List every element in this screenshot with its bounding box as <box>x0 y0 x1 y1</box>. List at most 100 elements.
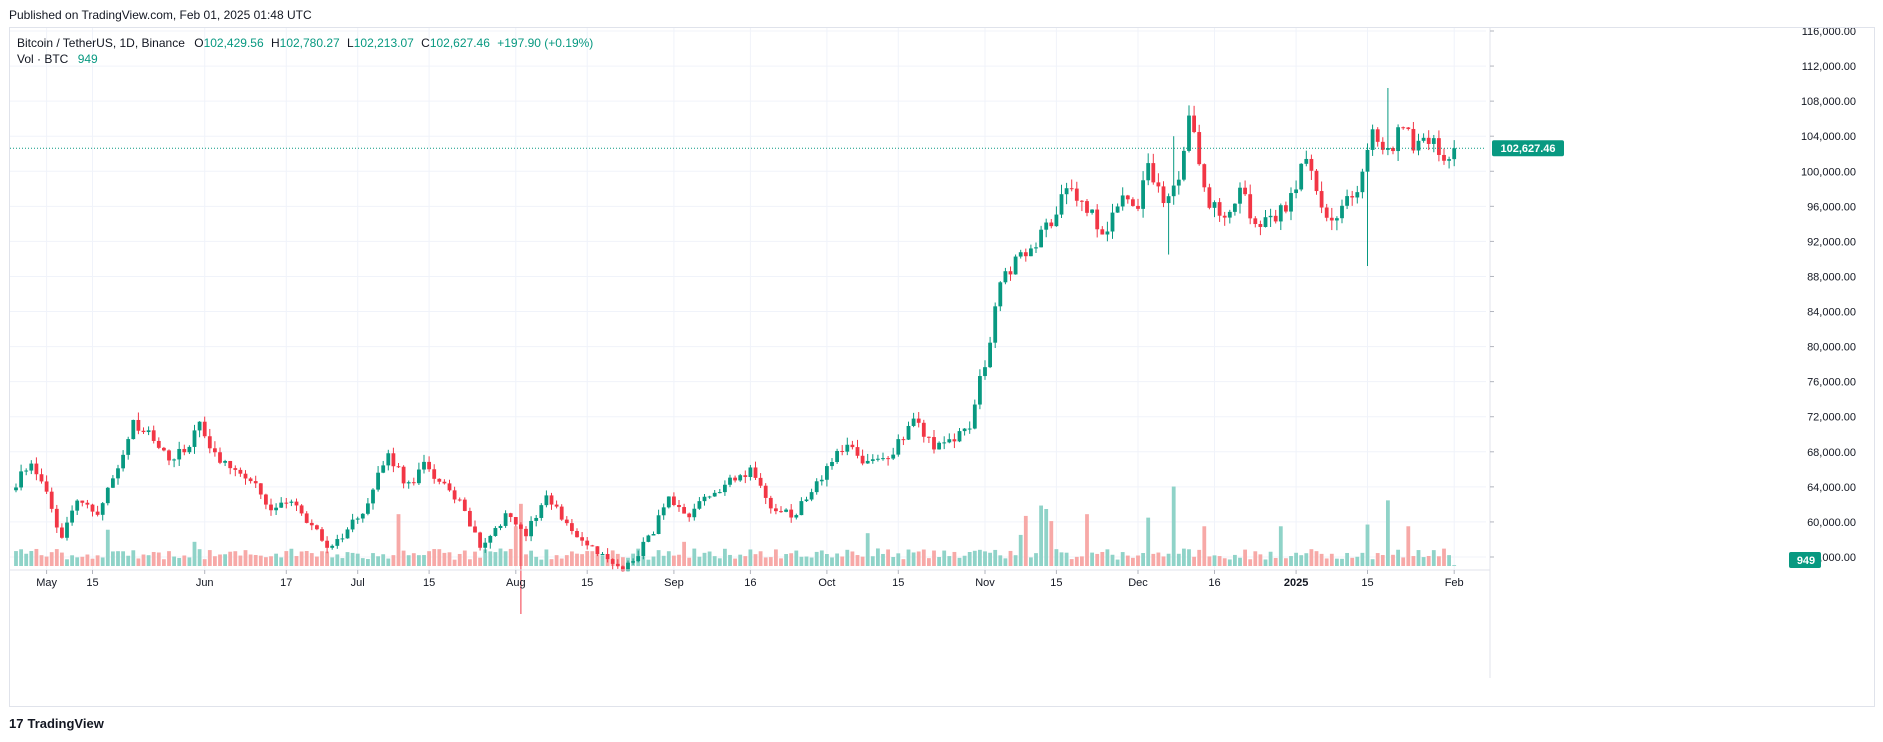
volume-bar <box>309 553 314 566</box>
candle <box>95 505 100 517</box>
candle-body <box>916 418 921 423</box>
tradingview-logo-icon: 17 <box>9 716 24 731</box>
volume-bar <box>646 559 651 566</box>
volume-bar <box>855 555 860 566</box>
candle-body <box>1340 205 1344 219</box>
candle-body <box>223 460 227 463</box>
candle-body <box>697 501 702 509</box>
candle-body <box>1125 195 1130 200</box>
candle-body <box>1329 217 1334 221</box>
candle <box>656 509 661 535</box>
volume-bar <box>162 559 166 566</box>
candle-body <box>1161 186 1166 204</box>
candle <box>386 449 391 471</box>
candle-body <box>508 513 513 518</box>
price-tick-label: 104,000.00 <box>1801 131 1856 143</box>
volume-bar <box>886 549 890 566</box>
candle-body <box>927 436 931 438</box>
volume-bar <box>371 553 375 566</box>
volume-bar <box>687 557 692 566</box>
volume-bar <box>876 548 880 566</box>
candle-body <box>513 517 518 525</box>
candle <box>1289 187 1293 221</box>
candle <box>121 450 125 472</box>
candle <box>100 502 105 521</box>
candle <box>1197 124 1202 166</box>
candle-body <box>1437 138 1441 155</box>
volume-bar <box>80 556 85 566</box>
candle-body <box>1064 188 1069 195</box>
candle-body <box>1304 158 1309 164</box>
candle <box>427 456 431 472</box>
candle <box>748 464 753 481</box>
chart-frame[interactable]: 56,000.00 60,000.00 64,000.00 68,000.00 72,0… <box>9 27 1875 707</box>
candle-body <box>712 492 717 497</box>
candle-body <box>937 442 941 450</box>
volume-bar <box>207 550 212 566</box>
candle-body <box>1074 188 1079 201</box>
candle-body <box>1391 147 1395 152</box>
price-chart[interactable]: 56,000.0060,000.0064,000.0068,000.0072,0… <box>10 28 1876 708</box>
candle <box>758 473 763 489</box>
volume-bar <box>585 551 590 566</box>
last-volume-label: 949 <box>1797 555 1815 567</box>
candle-body <box>330 545 335 548</box>
candle-body <box>488 535 493 543</box>
candle-body <box>656 515 661 535</box>
volume-bar <box>1166 553 1171 566</box>
candle-body <box>468 510 472 527</box>
volume-bar <box>1217 556 1222 566</box>
candle <box>1375 127 1380 147</box>
volume-bar <box>809 557 814 566</box>
volume-bar <box>1324 558 1329 566</box>
volume-bar <box>182 555 187 566</box>
price-tick-label: 112,000.00 <box>1802 61 1856 73</box>
candle <box>728 474 732 488</box>
candle-body <box>350 519 355 530</box>
candle-body <box>1426 137 1431 144</box>
candle <box>1222 211 1227 226</box>
volume-bar <box>1151 553 1156 566</box>
volume-bar <box>289 548 294 566</box>
candle <box>172 458 176 468</box>
candle-body <box>126 439 131 455</box>
candle <box>768 495 773 514</box>
candle-body <box>998 282 1003 307</box>
candle-body <box>687 513 692 518</box>
candle <box>1421 133 1426 143</box>
candle <box>799 497 804 516</box>
candle <box>1442 148 1446 165</box>
candle <box>60 523 64 539</box>
candle-body <box>1120 195 1125 207</box>
candles <box>14 87 1457 614</box>
candle-body <box>564 519 569 524</box>
candle <box>916 412 921 428</box>
volume-bar <box>478 557 482 566</box>
candle-body <box>136 419 141 431</box>
volume-bar <box>498 548 503 566</box>
candle-body <box>14 487 18 491</box>
volume-bar <box>121 551 125 566</box>
volume-bar <box>881 553 885 566</box>
candle <box>1411 121 1416 154</box>
candle-body <box>559 506 564 520</box>
candle <box>1049 219 1054 229</box>
candle <box>498 524 503 531</box>
tradingview-logo[interactable]: 17 TradingView <box>9 716 104 731</box>
candle-body <box>116 468 120 479</box>
candle <box>1437 130 1441 162</box>
volume-bar <box>1314 551 1319 566</box>
candle <box>1059 184 1064 218</box>
volume-bar <box>1365 524 1370 566</box>
volume-bar <box>1080 556 1084 566</box>
volume-bar <box>1049 521 1054 566</box>
candle-body <box>524 528 528 537</box>
volume-bar <box>90 558 95 566</box>
candle <box>661 503 666 520</box>
candle <box>391 447 396 473</box>
candle-body <box>570 523 574 531</box>
candle-body <box>315 525 319 530</box>
candle-body <box>289 501 294 503</box>
candle <box>299 504 304 516</box>
volume-bar <box>54 549 59 566</box>
